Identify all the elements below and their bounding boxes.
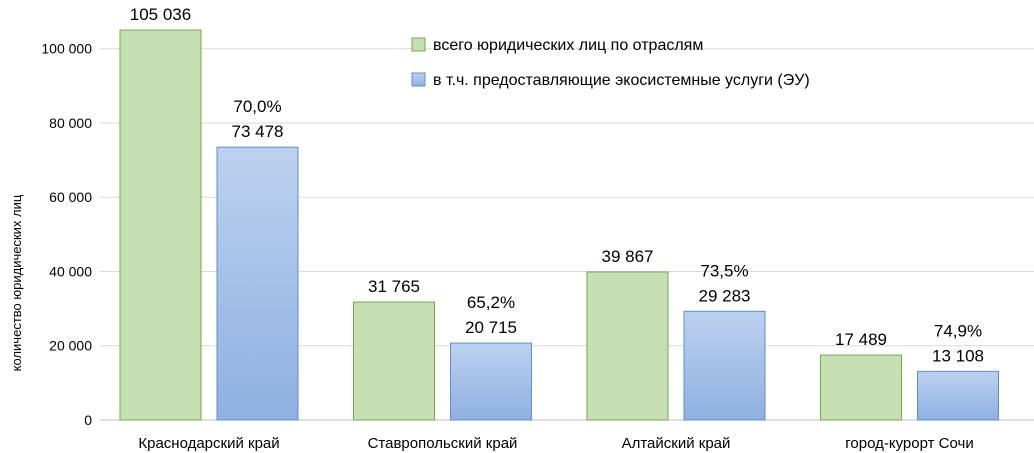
y-tick-label: 80 000 bbox=[49, 115, 92, 131]
data-label-percent: 70,0% bbox=[233, 97, 281, 116]
data-label-percent: 73,5% bbox=[700, 261, 748, 280]
data-label-eu: 20 715 bbox=[465, 318, 517, 337]
legend: всего юридических лиц по отраслям в т.ч.… bbox=[411, 37, 810, 89]
bar-eu bbox=[917, 370, 999, 421]
bars bbox=[119, 29, 999, 421]
data-labels: 105 036 70,0% 73 478 31 765 65,2% 20 715 39 86… bbox=[130, 5, 984, 365]
bar-eu bbox=[450, 342, 532, 421]
data-label-total: 39 867 bbox=[602, 247, 654, 266]
data-label-percent: 74,9% bbox=[934, 321, 982, 340]
y-tick-label: 0 bbox=[84, 412, 92, 428]
category-label: Ставропольский край bbox=[368, 435, 518, 452]
data-label-total: 17 489 bbox=[835, 330, 887, 349]
bar-total bbox=[353, 301, 435, 421]
category-labels: Краснодарский край Ставропольский край Алт… bbox=[138, 435, 973, 452]
category-label: город-курорт Сочи bbox=[845, 435, 973, 452]
legend-label-total: всего юридических лиц по отраслям bbox=[433, 37, 703, 54]
data-label-percent: 65,2% bbox=[467, 293, 515, 312]
bar-total bbox=[820, 354, 902, 421]
legend-swatch-total bbox=[411, 37, 426, 52]
y-axis-ticks: 0 20 000 40 000 60 000 80 000 100 000 bbox=[41, 41, 92, 428]
y-axis-label: количество юридических лиц bbox=[9, 194, 24, 371]
legend-swatch-eu bbox=[411, 72, 426, 87]
bar-total bbox=[119, 29, 202, 421]
y-tick-label: 40 000 bbox=[49, 263, 92, 279]
category-label: Алтайский край bbox=[622, 435, 731, 452]
data-label-total: 105 036 bbox=[130, 5, 191, 24]
category-label: Краснодарский край bbox=[138, 435, 279, 452]
bar-eu bbox=[683, 310, 766, 421]
data-label-total: 31 765 bbox=[368, 277, 420, 296]
y-tick-label: 20 000 bbox=[49, 338, 92, 354]
legend-label-eu: в т.ч. предоставляющие экосистемные услу… bbox=[433, 72, 810, 89]
data-label-eu: 29 283 bbox=[699, 286, 751, 305]
bar-eu bbox=[216, 146, 299, 421]
y-tick-label: 100 000 bbox=[41, 41, 92, 57]
data-label-eu: 13 108 bbox=[932, 346, 984, 365]
data-label-eu: 73 478 bbox=[232, 122, 284, 141]
bar-total bbox=[586, 271, 669, 421]
y-tick-label: 60 000 bbox=[49, 189, 92, 205]
